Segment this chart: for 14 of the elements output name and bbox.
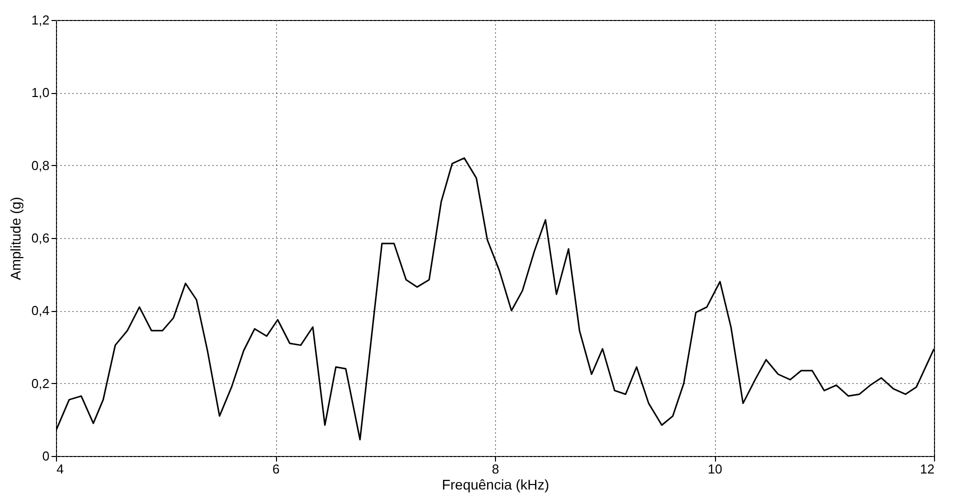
x-tick-label: 6 [272,462,280,476]
y-tick-label: 1,2 [31,12,50,28]
x-tick-label: 8 [492,462,500,476]
x-tick-label: 10 [708,462,722,476]
y-tick-label: 1,0 [31,85,50,100]
x-tick-label: 4 [56,462,64,476]
y-axis-title: Amplitude (g) [7,196,24,280]
y-tick-label: 0,4 [31,303,50,318]
x-tick-label: 12 [920,462,934,476]
y-tick-label: 0,8 [31,158,50,173]
x-axis-title: Frequência (kHz) [442,476,550,492]
y-tick-label: 0,2 [31,376,50,391]
y-tick-label: 0 [42,448,50,464]
y-tick-label: 0,6 [31,230,50,246]
